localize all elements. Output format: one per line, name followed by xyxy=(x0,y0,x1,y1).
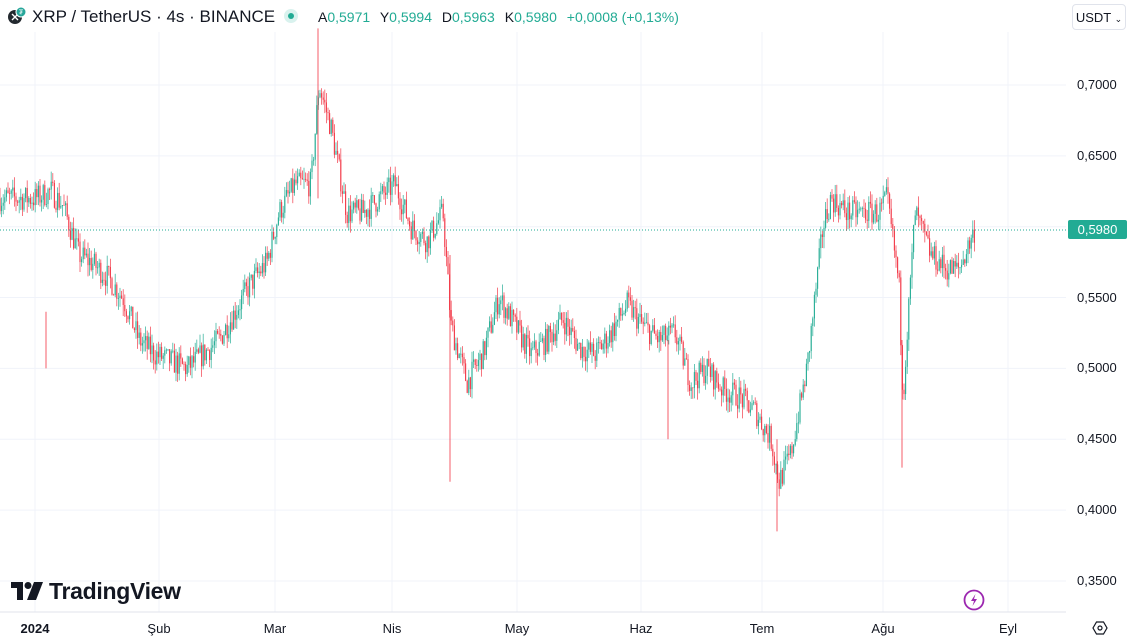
time-axis-label: Ağu xyxy=(871,621,895,636)
svg-text:₮: ₮ xyxy=(19,10,24,17)
symbol-title[interactable]: XRP / TetherUS · 4s · BINANCE xyxy=(32,7,276,26)
logo-text: TradingView xyxy=(49,577,181,604)
price-axis-label: 0,3500 xyxy=(1077,572,1117,588)
price-axis-label: 0,5500 xyxy=(1077,289,1117,305)
market-status-icon[interactable] xyxy=(284,9,298,23)
time-axis-label: Eyl xyxy=(998,621,1018,636)
change-value: +0,0008 (+0,13%) xyxy=(566,9,679,25)
time-axis-label: Mar xyxy=(263,621,287,636)
time-axis-label: 2024 xyxy=(20,621,50,636)
price-axis-label: 0,7000 xyxy=(1077,77,1117,92)
chart-header: ₮ XRP / TetherUS · 4s · BINANCE A0,5971 … xyxy=(0,0,1060,32)
time-axis-label: Şub xyxy=(147,621,171,636)
symbol-icon: ₮ xyxy=(8,6,27,24)
close-value: 0,5980 xyxy=(514,9,557,25)
price-axis-label: 0,4500 xyxy=(1077,431,1117,447)
low-value: 0,5963 xyxy=(452,9,495,25)
high-key: Y xyxy=(379,9,390,25)
ohlc-values: A0,5971 Y0,5994 D0,5963 K0,5980 +0,0008 … xyxy=(318,9,685,25)
time-axis-label: Nis xyxy=(382,621,402,636)
price-axis-label: 0,4000 xyxy=(1077,502,1117,518)
price-axis-label: 0,6500 xyxy=(1077,147,1117,163)
close-key: K xyxy=(504,9,515,25)
tradingview-logo[interactable]: TradingView xyxy=(11,578,181,604)
low-key: D xyxy=(441,9,452,25)
chart-grid xyxy=(0,32,1066,613)
settings-icon[interactable] xyxy=(1092,620,1108,636)
high-value: 0,5994 xyxy=(389,9,432,25)
time-axis-label: May xyxy=(504,621,530,636)
open-key: A xyxy=(318,9,328,25)
price-axis-label: 0,5000 xyxy=(1077,360,1117,376)
currency-select[interactable]: USDT ⌄ xyxy=(1072,4,1126,30)
candlestick-series xyxy=(0,28,975,532)
time-axis-label: Tem xyxy=(749,621,775,636)
lightning-icon[interactable] xyxy=(963,589,985,611)
last-price-tag: 0,5980 xyxy=(1068,220,1127,239)
tradingview-logo-icon xyxy=(11,582,43,600)
time-axis-label: Haz xyxy=(629,621,653,636)
open-value: 0,5971 xyxy=(327,9,371,25)
chevron-down-icon: ⌄ xyxy=(1114,14,1123,24)
currency-label: USDT xyxy=(1075,10,1111,25)
